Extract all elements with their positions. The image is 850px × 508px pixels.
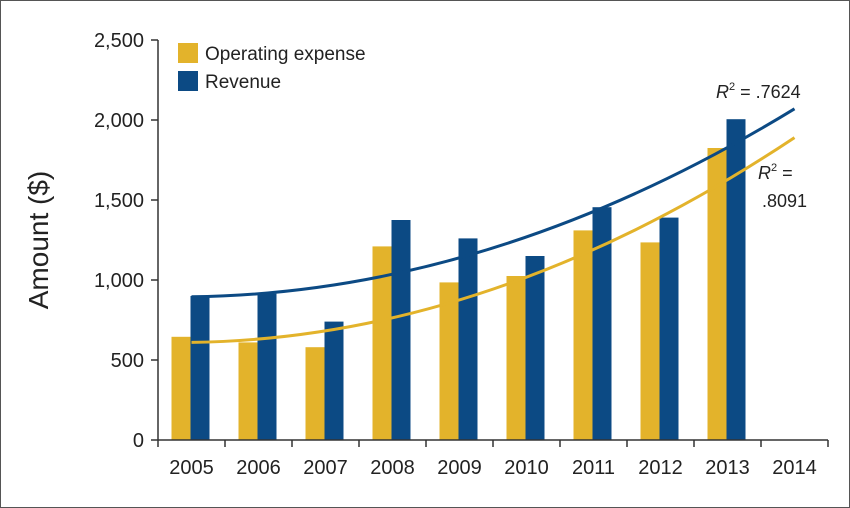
y-tick-label: 1,000 — [94, 270, 144, 292]
y-axis-title: Amount ($) — [23, 171, 54, 310]
bar-operating-expense-2012 — [640, 242, 660, 440]
trendlines-layer — [191, 107, 796, 344]
bar-operating-expense-2006 — [238, 342, 258, 440]
legend-label-operating-expense: Operating expense — [205, 44, 366, 65]
x-tick-label-2010: 2010 — [504, 457, 549, 479]
trendline-revenue — [191, 107, 796, 299]
bar-operating-expense-2010 — [506, 276, 526, 440]
legend-swatch-revenue — [178, 71, 198, 91]
y-tick-label: 2,000 — [94, 110, 144, 132]
x-tick-label-2009: 2009 — [437, 457, 482, 479]
bar-operating-expense-2007 — [305, 347, 325, 440]
r2-annotation-operating-expense-line2: .8091 — [762, 191, 807, 211]
legend-label-revenue: Revenue — [205, 72, 281, 93]
bar-operating-expense-2011 — [573, 230, 593, 440]
trendline-operating-expense — [191, 136, 796, 344]
bar-revenue-2007 — [324, 321, 344, 440]
bar-revenue-2010 — [525, 256, 545, 440]
x-tick-label-2005: 2005 — [169, 457, 214, 479]
bar-operating-expense-2013 — [707, 148, 727, 440]
axes-layer — [151, 39, 829, 447]
legend: Operating expense Revenue — [178, 43, 366, 93]
bar-revenue-2009 — [458, 238, 478, 440]
x-tick-label-2012: 2012 — [638, 457, 683, 479]
x-tick-label-2014: 2014 — [772, 457, 817, 479]
bar-revenue-2012 — [659, 217, 679, 440]
y-tick-label: 0 — [133, 430, 144, 452]
y-tick-label: 2,500 — [94, 30, 144, 52]
x-tick-label-2006: 2006 — [236, 457, 281, 479]
bar-operating-expense-2009 — [439, 282, 459, 440]
bar-revenue-2011 — [592, 207, 612, 440]
bars-layer — [171, 119, 746, 440]
bar-revenue-2006 — [257, 293, 277, 440]
legend-swatch-operating-expense — [178, 43, 198, 63]
y-tick-labels: 0 500 1,000 1,500 2,000 2,500 — [94, 30, 144, 452]
y-tick-label: 500 — [111, 350, 144, 372]
r2-annotation-operating-expense-line1: R2 = — [758, 162, 793, 183]
bar-revenue-2013 — [726, 119, 746, 440]
bar-operating-expense-2005 — [171, 336, 191, 440]
x-tick-label-2007: 2007 — [303, 457, 348, 479]
bar-revenue-2008 — [391, 220, 411, 440]
x-tick-label-2011: 2011 — [572, 457, 615, 479]
r2-annotation-revenue: R2 = .7624 — [716, 81, 801, 102]
x-tick-labels: 2005 2006 2007 2008 2009 2010 2011 2012 2013 2014 — [169, 457, 817, 479]
bar-revenue-2005 — [190, 296, 210, 440]
x-tick-label-2013: 2013 — [705, 457, 750, 479]
bar-operating-expense-2008 — [372, 246, 392, 440]
x-tick-label-2008: 2008 — [370, 457, 415, 479]
y-tick-label: 1,500 — [94, 190, 144, 212]
